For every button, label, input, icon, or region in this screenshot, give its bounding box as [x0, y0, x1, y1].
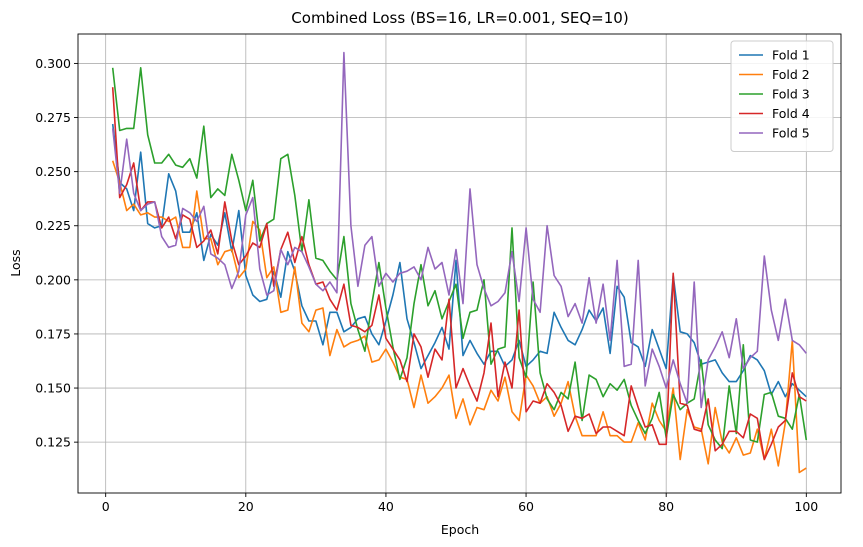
legend-label: Fold 1 — [772, 48, 810, 63]
y-tick-label: 0.225 — [35, 218, 71, 233]
legend-label: Fold 4 — [772, 106, 810, 121]
legend-label: Fold 3 — [772, 87, 810, 102]
x-axis-label: Epoch — [441, 522, 479, 537]
legend: Fold 1 Fold 2 Fold 3 Fold 4 Fold 5 — [730, 40, 834, 152]
plot-frame — [77, 33, 842, 494]
series-lines — [111, 51, 808, 474]
y-tick-label: 0.175 — [35, 326, 71, 341]
legend-box — [730, 40, 834, 152]
axis-ticks: 0 20 40 60 80 100 0.125 0.150 0.175 0.200 0.225 0.2… — [35, 56, 818, 514]
x-tick-label: 80 — [658, 499, 674, 514]
series-line-fold-3 — [111, 67, 808, 450]
x-tick-label: 0 — [102, 499, 110, 514]
legend-label: Fold 5 — [772, 126, 810, 141]
x-tick-label: 20 — [238, 499, 254, 514]
x-tick-label: 40 — [378, 499, 394, 514]
y-tick-label: 0.125 — [35, 435, 71, 450]
y-axis-label: Loss — [8, 249, 23, 276]
series-line-fold-5 — [111, 51, 807, 409]
y-tick-label: 0.250 — [35, 164, 71, 179]
x-tick-label: 100 — [794, 499, 818, 514]
series-line-fold-4 — [111, 87, 807, 461]
legend-label: Fold 2 — [772, 67, 810, 82]
y-tick-label: 0.150 — [35, 381, 71, 396]
chart-title: Combined Loss (BS=16, LR=0.001, SEQ=10) — [291, 9, 628, 27]
y-tick-label: 0.300 — [35, 56, 71, 71]
y-tick-label: 0.200 — [35, 272, 71, 287]
x-tick-label: 60 — [518, 499, 534, 514]
y-tick-label: 0.275 — [35, 110, 71, 125]
